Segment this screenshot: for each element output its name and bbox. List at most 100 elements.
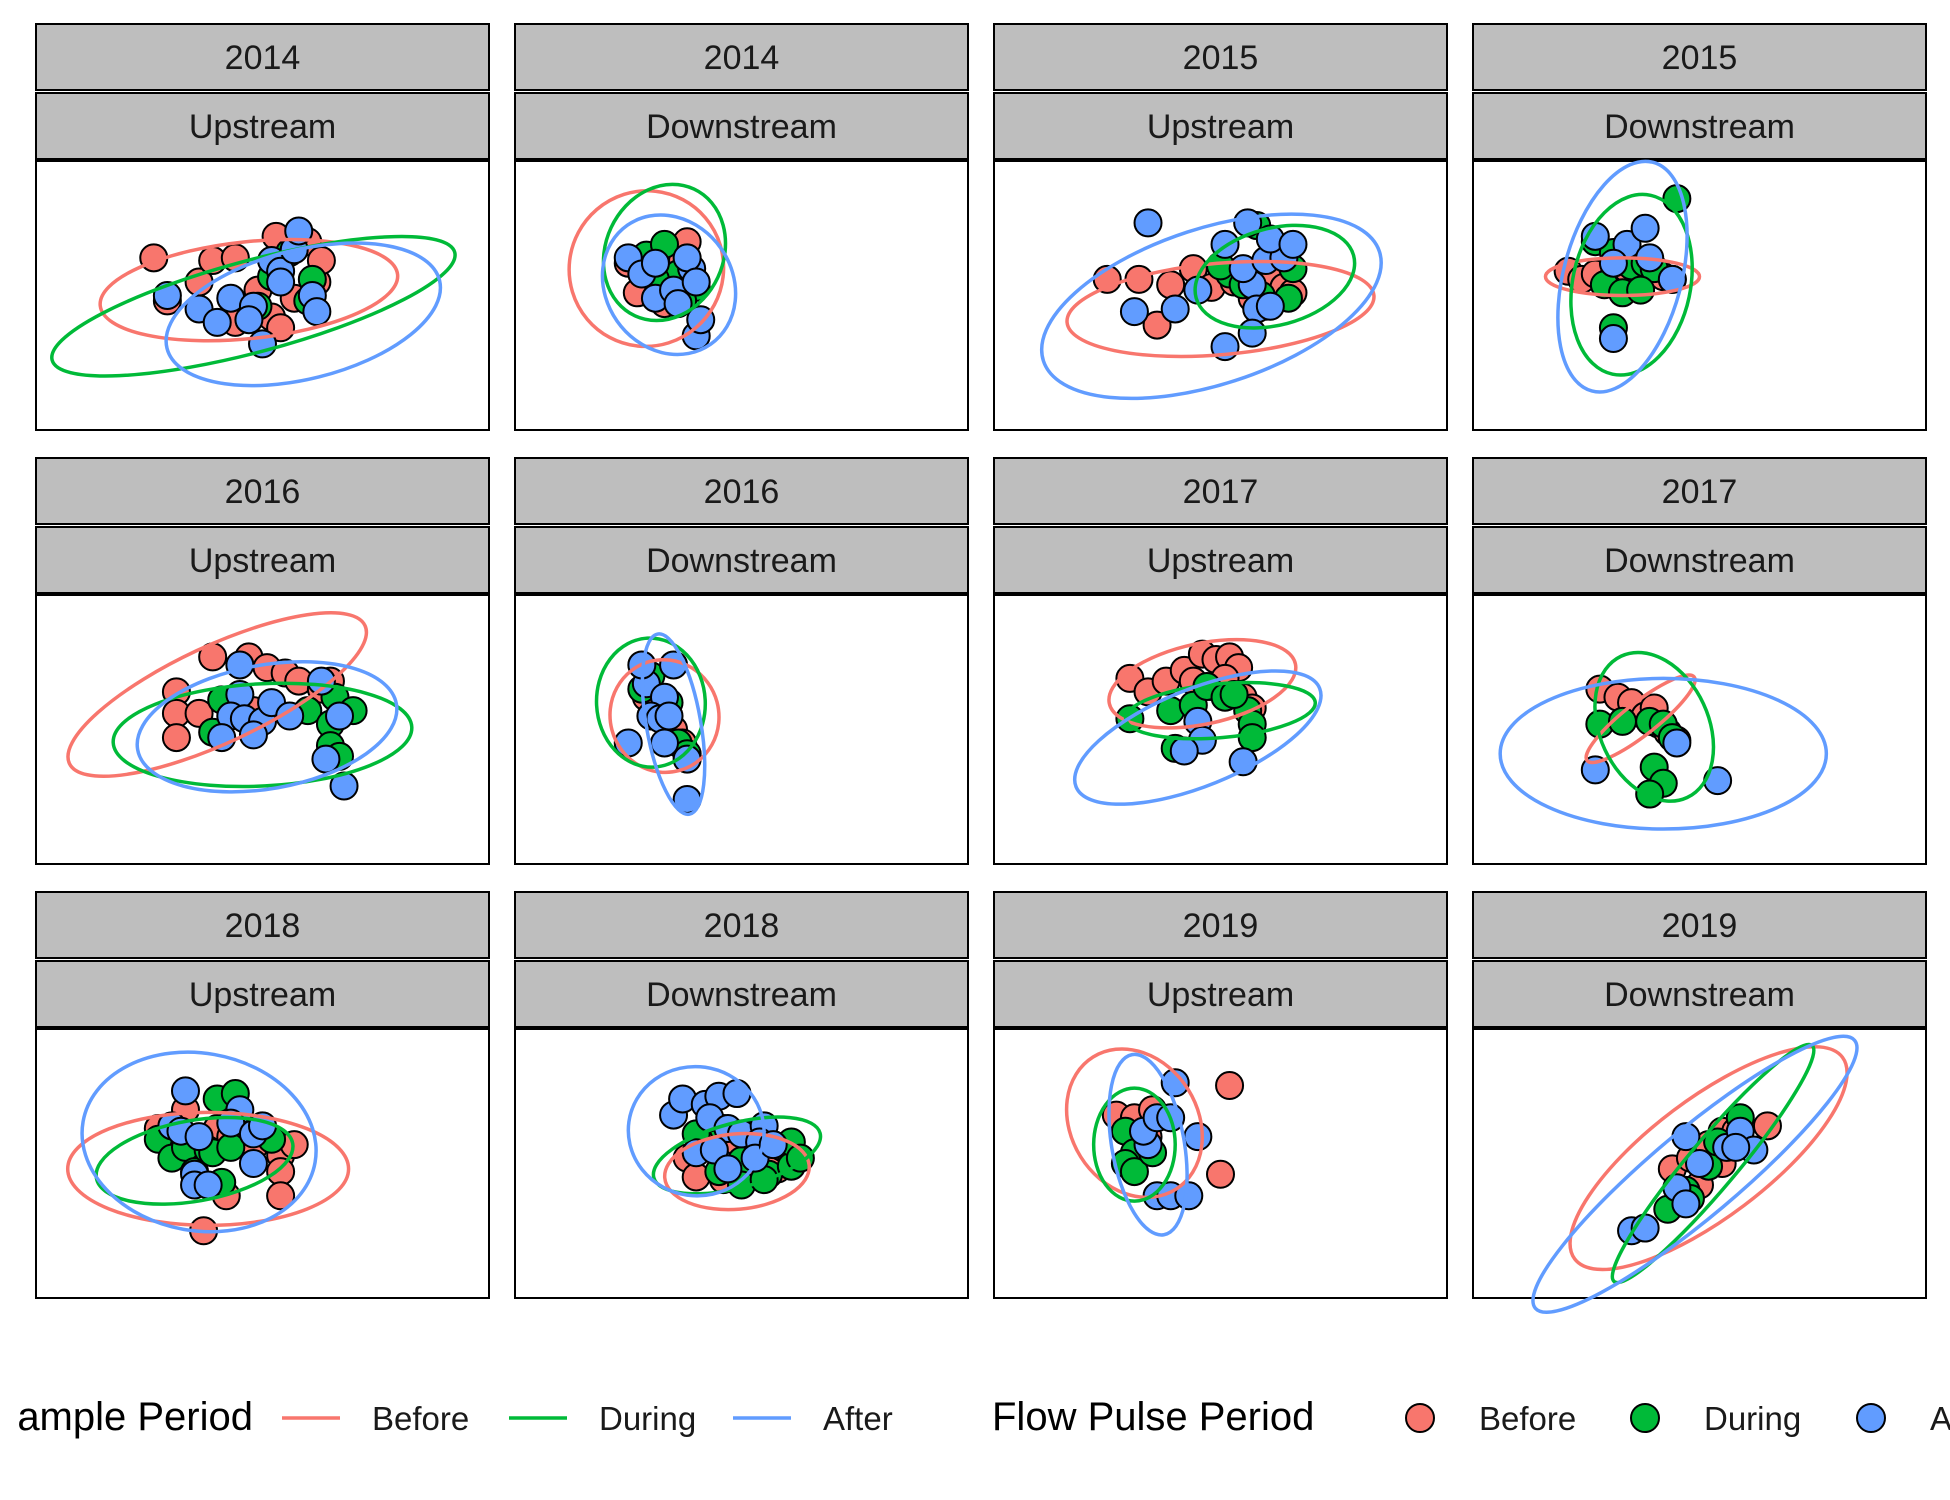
- ellipse-before: [662, 1131, 811, 1212]
- facet-panels: 2014Upstream2014Downstream2015Upstream20…: [35, 23, 1927, 1314]
- legend-label-during-point: During: [1704, 1400, 1801, 1437]
- point-before: [161, 723, 191, 753]
- legend-key-after-point: [1856, 1403, 1886, 1433]
- points: [143, 1076, 309, 1246]
- point-during: [785, 1143, 815, 1173]
- strip-year-label: 2015: [1662, 39, 1738, 77]
- strip-site-bg: [35, 960, 490, 1028]
- ellipses: [594, 632, 721, 817]
- ellipse-after: [600, 213, 738, 357]
- points: [659, 1079, 815, 1200]
- strip-year-bg: [1472, 23, 1927, 91]
- panel-2014-upstream: 2014 Upstream: [35, 23, 490, 431]
- point-after: [266, 267, 296, 297]
- point-before: [266, 1157, 296, 1187]
- ellipse-after: [1039, 212, 1383, 401]
- legend-key-before-point: [1405, 1403, 1435, 1433]
- strip-year-bg: [1472, 891, 1927, 959]
- ellipse-during: [1091, 1086, 1177, 1203]
- legend: ample Period Flow Pulse Period Before Dur…: [17, 1395, 1950, 1439]
- strip-year-bg: [35, 23, 490, 91]
- strip-site-label: Upstream: [1147, 108, 1294, 146]
- panel-2015-upstream: 2015 Upstream: [993, 23, 1448, 431]
- point-after: [193, 1170, 223, 1200]
- points: [613, 227, 716, 351]
- strip-site-bg: [993, 92, 1448, 160]
- ellipses: [567, 182, 738, 357]
- strip-year-label: 2015: [1183, 39, 1259, 77]
- point-after: [275, 701, 305, 731]
- point-after: [1119, 297, 1149, 327]
- panel-2017-upstream: 2017 Upstream: [993, 457, 1448, 865]
- strip-site-label: Downstream: [1604, 108, 1795, 146]
- ellipse-during: [111, 681, 414, 789]
- point-after: [225, 650, 255, 680]
- point-before: [1142, 310, 1172, 340]
- strip-year-label: 2014: [704, 39, 780, 77]
- strip-year-bg: [993, 891, 1448, 959]
- point-during: [1635, 779, 1665, 809]
- point-after: [311, 744, 341, 774]
- strip-site-bg: [514, 960, 969, 1028]
- point-after: [681, 267, 711, 297]
- point-after: [1598, 248, 1628, 278]
- point-after: [1278, 229, 1308, 259]
- point-after: [1671, 1189, 1701, 1219]
- point-after: [1598, 324, 1628, 354]
- ellipses: [1498, 650, 1829, 831]
- strip-site-bg: [35, 526, 490, 594]
- point-after: [1160, 294, 1190, 324]
- point-after: [649, 728, 679, 758]
- panel-2018-downstream: 2018 Downstream: [514, 891, 969, 1299]
- strip-year-label: 2018: [704, 907, 780, 945]
- plot-area: [1472, 594, 1927, 865]
- ellipse-before: [1065, 259, 1376, 359]
- strip-site-label: Upstream: [189, 976, 336, 1014]
- ellipse-after: [1531, 1034, 1859, 1314]
- strip-site-bg: [1472, 526, 1927, 594]
- point-before: [266, 1181, 296, 1211]
- strip-site-label: Downstream: [1604, 976, 1795, 1014]
- ellipse-before: [1107, 637, 1298, 730]
- ellipse-before: [1568, 1044, 1849, 1272]
- ellipse-after: [164, 241, 443, 388]
- point-after: [672, 243, 702, 273]
- ellipse-after: [1498, 676, 1829, 831]
- point-after: [1685, 1149, 1714, 1178]
- strip-site-label: Downstream: [1604, 542, 1795, 580]
- ellipses: [66, 611, 414, 794]
- ellipse-during: [50, 234, 457, 378]
- plot-area: [514, 594, 969, 865]
- ellipses: [1072, 637, 1323, 806]
- ellipse-during: [651, 1115, 823, 1196]
- point-after: [306, 666, 336, 696]
- ellipse-legend-title: ample Period: [17, 1395, 253, 1439]
- strip-site-bg: [993, 960, 1448, 1028]
- ellipses: [1039, 212, 1383, 401]
- strip-year-bg: [514, 457, 969, 525]
- strip-site-bg: [514, 92, 969, 160]
- ellipses: [1531, 1034, 1859, 1314]
- panel-2019-upstream: 2019 Upstream: [993, 891, 1448, 1299]
- strip-year-label: 2017: [1183, 473, 1259, 511]
- strip-year-bg: [35, 457, 490, 525]
- strip-year-bg: [1472, 457, 1927, 525]
- point-after: [640, 248, 670, 278]
- point-after: [1133, 208, 1163, 238]
- point-after: [325, 701, 355, 731]
- strip-year-bg: [514, 891, 969, 959]
- strip-site-label: Downstream: [646, 976, 837, 1014]
- legend-label-after-point: A: [1930, 1400, 1950, 1437]
- strip-site-label: Upstream: [189, 542, 336, 580]
- ellipse-after: [640, 632, 707, 817]
- ellipse-before: [65, 1110, 351, 1228]
- legend-label-before-line: Before: [372, 1400, 469, 1437]
- ellipse-before: [1584, 673, 1697, 765]
- strip-year-label: 2016: [225, 473, 301, 511]
- panel-2019-downstream: 2019 Downstream: [1472, 891, 1927, 1314]
- point-during: [1119, 1157, 1149, 1187]
- plot-area: [993, 594, 1448, 865]
- ellipse-before: [608, 657, 721, 775]
- ellipse-before: [98, 237, 400, 343]
- point-after: [184, 1122, 214, 1152]
